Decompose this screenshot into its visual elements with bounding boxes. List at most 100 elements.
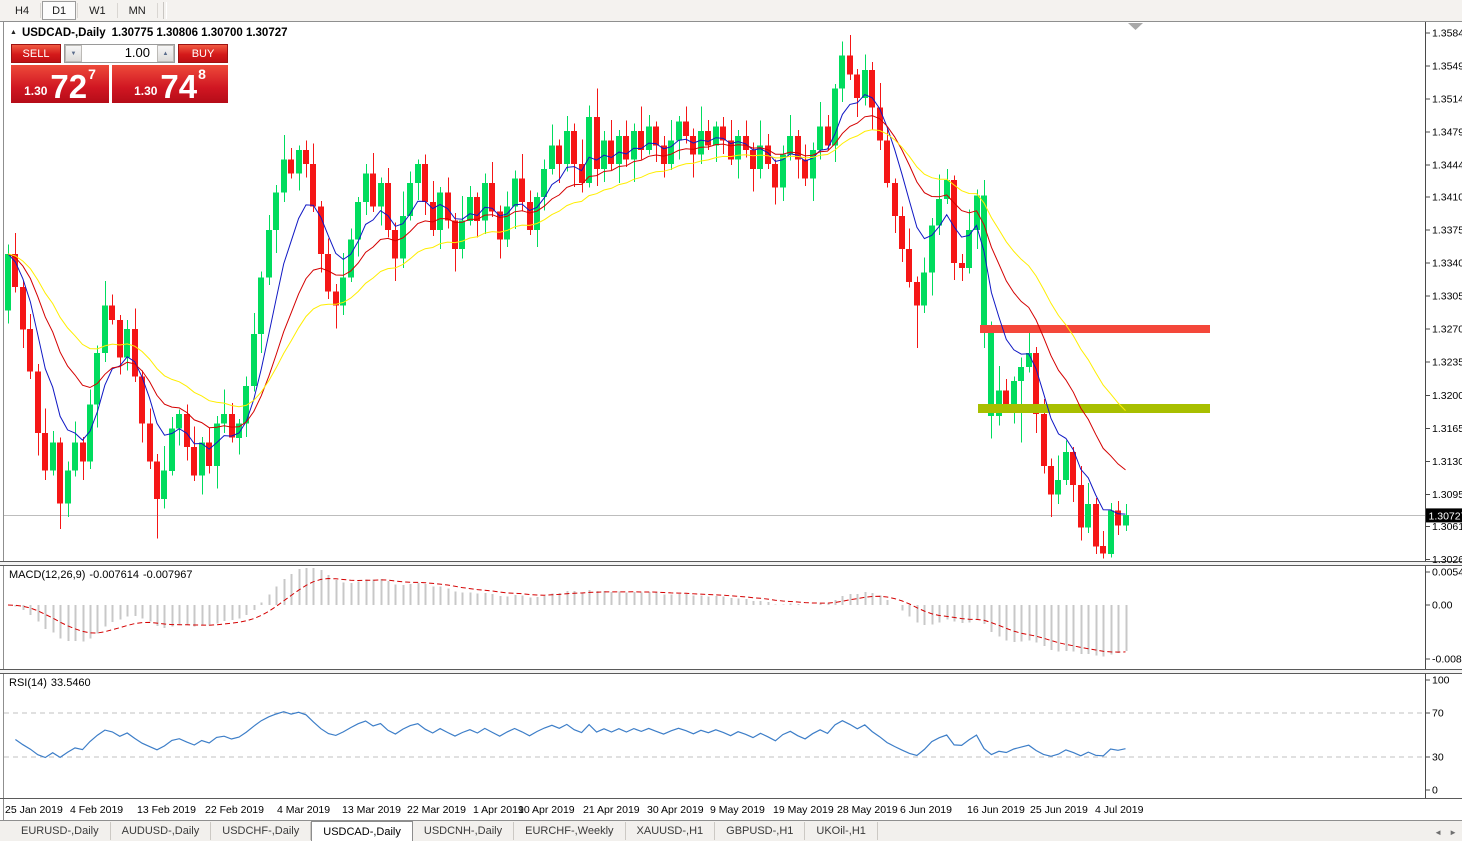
- toolbar-separator: [40, 3, 42, 18]
- date-axis: 25 Jan 2019 4 Feb 2019 13 Feb 2019 22 Feb 2…: [5, 804, 1144, 816]
- toolbar-separator: [156, 3, 158, 18]
- timeframe-button-w1[interactable]: W1: [89, 4, 106, 17]
- date-label: 19 May 2019: [773, 804, 834, 816]
- svg-text:1.32700: 1.32700: [1432, 324, 1462, 336]
- date-label: 1 Apr 2019: [473, 804, 524, 816]
- tab-scroll-left-icon[interactable]: ◄: [1434, 828, 1443, 837]
- timeframe-toolbar: H4 D1 W1 MN: [0, 0, 1462, 21]
- svg-text:1.34790: 1.34790: [1432, 127, 1462, 139]
- chart-tab-xauusd-h1[interactable]: XAUUSD-,H1: [626, 822, 716, 840]
- date-label: 4 Feb 2019: [70, 804, 123, 816]
- date-label: 9 May 2019: [710, 804, 765, 816]
- chart-tab-audusd-daily[interactable]: AUDUSD-,Daily: [111, 822, 212, 840]
- volume-input[interactable]: 1.00: [124, 45, 150, 60]
- macd-indicator-name: MACD(12,26,9): [9, 569, 86, 581]
- chart-symbol-label: USDCAD-,Daily: [21, 27, 106, 39]
- date-label: 22 Feb 2019: [205, 804, 264, 816]
- tab-scroll-arrows: ◄ ►: [1434, 829, 1457, 837]
- timeframe-button-d1[interactable]: D1: [42, 1, 77, 20]
- svg-text:1.30610: 1.30610: [1432, 521, 1462, 533]
- volume-stepper: ▼ 1.00 ▲: [64, 44, 175, 63]
- date-label: 4 Jul 2019: [1095, 804, 1144, 816]
- date-label: 4 Mar 2019: [277, 804, 330, 816]
- one-click-collapse-icon[interactable]: ▲: [10, 29, 17, 36]
- macd-label: MACD(12,26,9) -0.007614 -0.007967: [9, 569, 197, 581]
- ask-pip-digit: 8: [198, 66, 206, 82]
- charts-tab-bar: EURUSD-,Daily AUDUSD-,Daily USDCHF-,Daily U…: [0, 821, 1462, 841]
- tab-scroll-right-icon[interactable]: ►: [1449, 828, 1457, 837]
- date-label: 22 Mar 2019: [407, 804, 466, 816]
- ask-prefix: 1.30: [134, 84, 158, 98]
- chart-tab-usdchf-daily[interactable]: USDCHF-,Daily: [211, 822, 312, 840]
- svg-text:1.30950: 1.30950: [1432, 489, 1462, 501]
- bid-pip-digit: 7: [88, 66, 96, 82]
- one-click-trading-panel: SELL ▼ 1.00 ▲ BUY 1.30 72 7 1.30 74 8: [11, 44, 228, 103]
- chart-shift-marker-icon[interactable]: [1128, 23, 1143, 30]
- ma-line-fast[interactable]: [7, 93, 1126, 515]
- ma-line-slow[interactable]: [7, 129, 1126, 411]
- svg-text:1.34440: 1.34440: [1432, 160, 1462, 172]
- rsi-axis-label: 70: [1432, 708, 1444, 720]
- chart-title: ▲ USDCAD-,Daily 1.30775 1.30806 1.30700 1.…: [10, 27, 288, 39]
- rsi-label: RSI(14) 33.5460: [9, 677, 95, 689]
- ask-big-digits: 74: [160, 67, 198, 105]
- sell-button[interactable]: SELL: [11, 44, 61, 63]
- svg-text:1.30260: 1.30260: [1432, 554, 1462, 566]
- toolbar-separator: [77, 3, 79, 18]
- svg-text:1.35140: 1.35140: [1432, 94, 1462, 106]
- chart-tab-usdcad-daily[interactable]: USDCAD-,Daily: [311, 821, 413, 841]
- rsi-axis-label: 100: [1432, 675, 1450, 687]
- chart-canvas[interactable]: 1.35840 1.35490 1.35140 1.34790 1.34440 1.341…: [0, 21, 1462, 821]
- rsi-value: 33.5460: [50, 677, 91, 689]
- svg-text:1.35490: 1.35490: [1432, 61, 1462, 73]
- buy-button[interactable]: BUY: [178, 44, 228, 63]
- macd-main-value: -0.007614: [89, 569, 139, 581]
- macd-axis-label: 0.00: [1432, 600, 1453, 612]
- svg-text:1.31650: 1.31650: [1432, 423, 1462, 435]
- macd-signal-value: -0.007967: [142, 569, 193, 581]
- date-label: 13 Mar 2019: [342, 804, 401, 816]
- macd-signal-line: [7, 577, 1126, 653]
- sell-price-button[interactable]: 1.30 72 7: [11, 65, 109, 103]
- date-label: 16 Jun 2019: [967, 804, 1025, 816]
- date-label: 6 Jun 2019: [900, 804, 952, 816]
- svg-text:1.35840: 1.35840: [1432, 28, 1462, 40]
- bid-prefix: 1.30: [24, 84, 48, 98]
- date-label: 28 May 2019: [837, 804, 898, 816]
- current-price-tag: [1426, 508, 1462, 523]
- current-price-tag-value: 1.30727: [1429, 510, 1462, 522]
- macd-axis-label: -0.00897: [1432, 654, 1462, 666]
- chart-ohlc-values: 1.30775 1.30806 1.30700 1.30727: [111, 27, 288, 39]
- bid-big-digits: 72: [50, 67, 88, 105]
- volume-increase-icon[interactable]: ▲: [157, 45, 174, 62]
- rsi-indicator-name: RSI(14): [9, 677, 47, 689]
- date-label: 21 Apr 2019: [583, 804, 640, 816]
- svg-text:1.33050: 1.33050: [1432, 291, 1462, 303]
- date-label: 25 Jun 2019: [1030, 804, 1088, 816]
- toolbar-separator: [116, 3, 118, 18]
- date-label: 25 Jan 2019: [5, 804, 63, 816]
- date-label: 30 Apr 2019: [647, 804, 704, 816]
- rsi-axis-label: 0: [1432, 785, 1438, 797]
- svg-text:1.31300: 1.31300: [1432, 456, 1462, 468]
- svg-text:1.33750: 1.33750: [1432, 225, 1462, 237]
- rsi-axis-label: 30: [1432, 752, 1444, 764]
- svg-text:1.34100: 1.34100: [1432, 192, 1462, 204]
- chart-tab-ukoil-h1[interactable]: UKOil-,H1: [805, 822, 878, 840]
- date-label: 10 Apr 2019: [518, 804, 575, 816]
- macd-axis-label: 0.005484: [1432, 567, 1462, 579]
- buy-price-button[interactable]: 1.30 74 8: [112, 65, 228, 103]
- chart-tab-gbpusd-h1[interactable]: GBPUSD-,H1: [715, 822, 806, 840]
- chart-tab-eurchf-weekly[interactable]: EURCHF-,Weekly: [514, 822, 626, 840]
- timeframe-button-mn[interactable]: MN: [128, 4, 146, 17]
- chart-tab-eurusd-daily[interactable]: EURUSD-,Daily: [10, 822, 111, 840]
- timeframe-button-h4[interactable]: H4: [15, 4, 30, 17]
- chart-tab-usdcnh-daily[interactable]: USDCNH-,Daily: [413, 822, 515, 840]
- candles[interactable]: [5, 34, 1129, 559]
- toolbar-groove: [162, 2, 167, 19]
- svg-text:1.32000: 1.32000: [1432, 390, 1462, 402]
- svg-text:1.33400: 1.33400: [1432, 258, 1462, 270]
- ma-line-mid[interactable]: [7, 115, 1126, 471]
- volume-decrease-icon[interactable]: ▼: [65, 45, 82, 62]
